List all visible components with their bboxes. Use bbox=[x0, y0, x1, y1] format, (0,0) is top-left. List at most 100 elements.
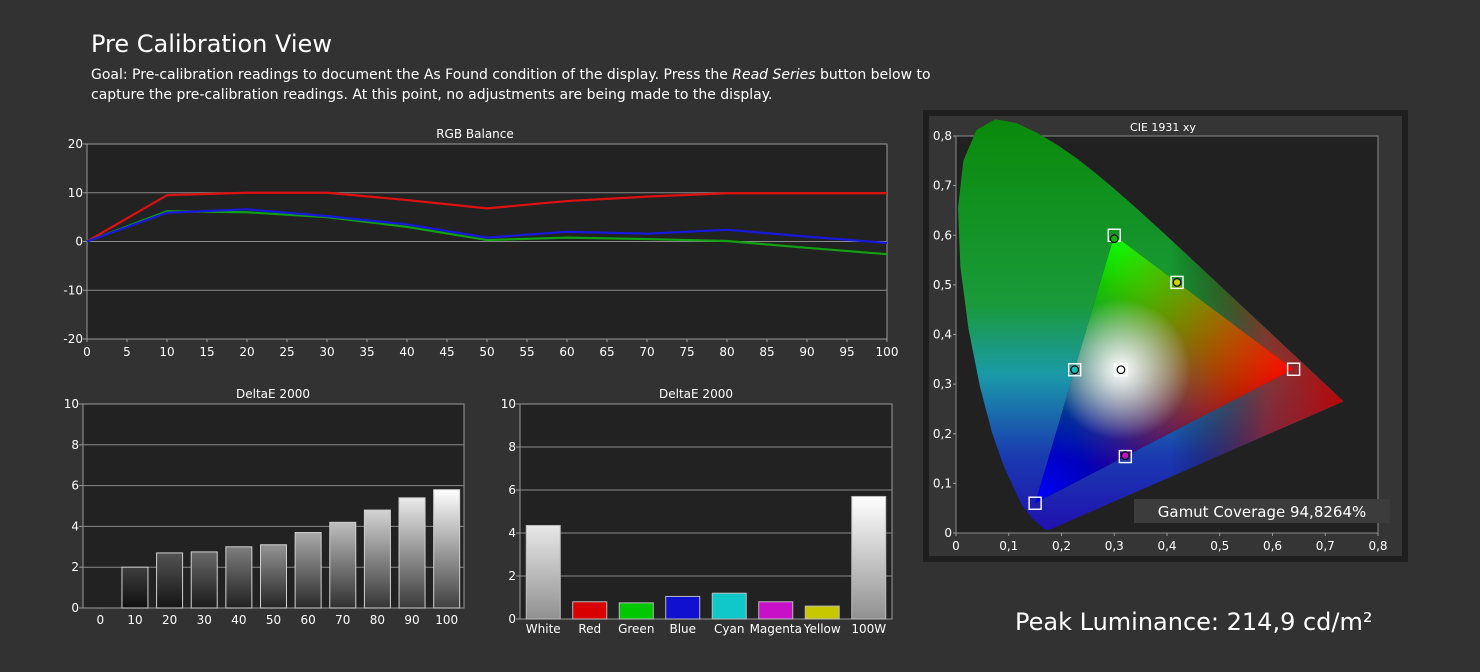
cie-ytick-label: 0,2 bbox=[933, 427, 952, 441]
cie-xtick-label: 0,3 bbox=[1105, 539, 1124, 553]
rgb-ytick-label: 20 bbox=[68, 137, 83, 151]
deltae-gray-bar bbox=[398, 497, 426, 609]
deltae-color-xtick-label: Yellow bbox=[803, 622, 841, 636]
deltae-color-xtick-label: Magenta bbox=[750, 622, 802, 636]
cie-measured-point bbox=[1070, 365, 1080, 375]
cie-gamut-white-fill bbox=[1035, 235, 1294, 504]
deltae-gray-xtick-label: 10 bbox=[127, 613, 142, 627]
deltae-color-xtick-label: Blue bbox=[669, 622, 696, 636]
cie-measured-point bbox=[1172, 277, 1182, 287]
deltae-gray-xtick-label: 50 bbox=[266, 613, 281, 627]
deltae-colors-chart: DeltaE 2000 10 8 6 4 2 0 White Red Green Blue Cyan… bbox=[501, 387, 893, 636]
deltae-gray-ytick-label: 4 bbox=[71, 519, 79, 533]
rgb-xtick-label: 60 bbox=[559, 345, 574, 359]
cie-ytick-label: 0,5 bbox=[933, 278, 952, 292]
deltae-color-ytick-label: 0 bbox=[508, 612, 516, 626]
deltae-color-bar bbox=[525, 524, 561, 620]
deltae-color-ytick-label: 6 bbox=[508, 483, 516, 497]
deltae-color-ytick-label: 2 bbox=[508, 569, 516, 583]
cie-target-marker bbox=[1028, 496, 1042, 510]
rgb-xtick-label: 65 bbox=[599, 345, 614, 359]
deltae-color-ytick-label: 8 bbox=[508, 440, 516, 454]
rgb-xtick-label: 85 bbox=[759, 345, 774, 359]
cie-ytick-label: 0 bbox=[944, 526, 952, 540]
cie-target-marker bbox=[1114, 363, 1128, 377]
cie-xtick-label: 0,6 bbox=[1263, 539, 1282, 553]
deltae-color-xtick-label: White bbox=[526, 622, 561, 636]
rgb-xtick-label: 90 bbox=[799, 345, 814, 359]
deltae-color-bar bbox=[711, 592, 747, 620]
cie-xtick-label: 0,4 bbox=[1157, 539, 1176, 553]
rgb-xtick-label: 5 bbox=[123, 345, 131, 359]
cie-xtick-label: 0,1 bbox=[999, 539, 1018, 553]
rgb-xtick-label: 10 bbox=[159, 345, 174, 359]
deltae-gray-xtick-label: 90 bbox=[404, 613, 419, 627]
rgb-balance-title: RGB Balance bbox=[436, 127, 514, 141]
deltae-gray-ytick-label: 10 bbox=[64, 397, 79, 411]
page-title: Pre Calibration View bbox=[91, 30, 332, 58]
deltae-gray-xtick-label: 60 bbox=[300, 613, 315, 627]
deltae-gray-bar bbox=[190, 551, 218, 609]
cie-target-marker bbox=[1067, 363, 1082, 377]
rgb-ytick-label: -20 bbox=[63, 332, 83, 346]
deltae-color-xtick-label: Green bbox=[618, 622, 654, 636]
rgb-xtick-label: 70 bbox=[639, 345, 654, 359]
deltae-gray-bar bbox=[156, 552, 184, 609]
cie-xtick-label: 0 bbox=[952, 539, 960, 553]
deltae-color-bar bbox=[572, 601, 608, 620]
deltae-gray-bar bbox=[294, 532, 322, 609]
cie-xtick-label: 0,2 bbox=[1052, 539, 1071, 553]
rgb-xtick-label: 80 bbox=[719, 345, 734, 359]
deltae-gray-ytick-label: 8 bbox=[71, 438, 79, 452]
goal-text-suffix: button below to capture the pre-calibrat… bbox=[91, 67, 931, 103]
deltae-color-xtick-label: Red bbox=[578, 622, 601, 636]
deltae-gray-xtick-label: 20 bbox=[162, 613, 177, 627]
deltae-color-plot-area bbox=[519, 403, 893, 620]
deltae-color-bar bbox=[804, 605, 840, 620]
rgb-ytick-label: -10 bbox=[63, 283, 83, 297]
cie-measured-point bbox=[1109, 234, 1119, 244]
rgb-series-line-2 bbox=[86, 208, 888, 245]
deltae-gray-xtick-label: 80 bbox=[370, 613, 385, 627]
deltae-color-xtick-label: Cyan bbox=[714, 622, 744, 636]
cie-measured-point bbox=[1116, 365, 1126, 375]
deltae-colors-title: DeltaE 2000 bbox=[659, 387, 733, 401]
deltae-gray-ytick-label: 2 bbox=[71, 560, 79, 574]
cie-ytick-label: 0,4 bbox=[933, 328, 952, 342]
rgb-series-line-1 bbox=[86, 210, 888, 256]
deltae-gray-bar bbox=[433, 489, 461, 609]
deltae-gray-ytick-label: 6 bbox=[71, 479, 79, 493]
deltae-color-ytick-label: 10 bbox=[501, 397, 516, 411]
goal-text: Goal: Pre-calibration readings to docume… bbox=[91, 67, 733, 83]
deltae-color-bar bbox=[851, 495, 887, 620]
deltae-grayscale-title: DeltaE 2000 bbox=[236, 387, 310, 401]
deltae-gray-bar bbox=[329, 521, 357, 609]
cie-ytick-label: 0,7 bbox=[933, 179, 952, 193]
cie-xtick-label: 0,5 bbox=[1210, 539, 1229, 553]
deltae-gray-xtick-label: 40 bbox=[231, 613, 246, 627]
deltae-color-bar bbox=[618, 602, 654, 620]
cie-xtick-label: 0,7 bbox=[1316, 539, 1335, 553]
cie-target-marker bbox=[1118, 449, 1133, 464]
deltae-gray-xtick-label: 0 bbox=[96, 613, 104, 627]
rgb-ytick-label: 0 bbox=[75, 235, 83, 249]
gamut-coverage-box bbox=[1134, 499, 1390, 523]
cie-ytick-label: 0,8 bbox=[933, 129, 952, 143]
rgb-xtick-label: 30 bbox=[319, 345, 334, 359]
deltae-gray-bar bbox=[121, 566, 149, 609]
cie-measured-point bbox=[1120, 451, 1130, 460]
deltae-gray-ytick-label: 0 bbox=[71, 601, 79, 615]
deltae-gray-xtick-label: 100 bbox=[435, 613, 458, 627]
rgb-xtick-label: 25 bbox=[279, 345, 294, 359]
cie-title: CIE 1931 xy bbox=[1130, 121, 1196, 134]
deltae-gray-bar bbox=[363, 509, 391, 609]
rgb-xtick-label: 55 bbox=[519, 345, 534, 359]
cie-xtick-label: 0,8 bbox=[1368, 539, 1387, 553]
rgb-xtick-label: 75 bbox=[679, 345, 694, 359]
gamut-coverage-label: Gamut Coverage 94,8264% bbox=[1158, 503, 1367, 521]
cie-target-marker bbox=[1286, 362, 1301, 376]
rgb-xtick-label: 50 bbox=[479, 345, 494, 359]
cie-ytick-label: 0,1 bbox=[933, 476, 952, 490]
